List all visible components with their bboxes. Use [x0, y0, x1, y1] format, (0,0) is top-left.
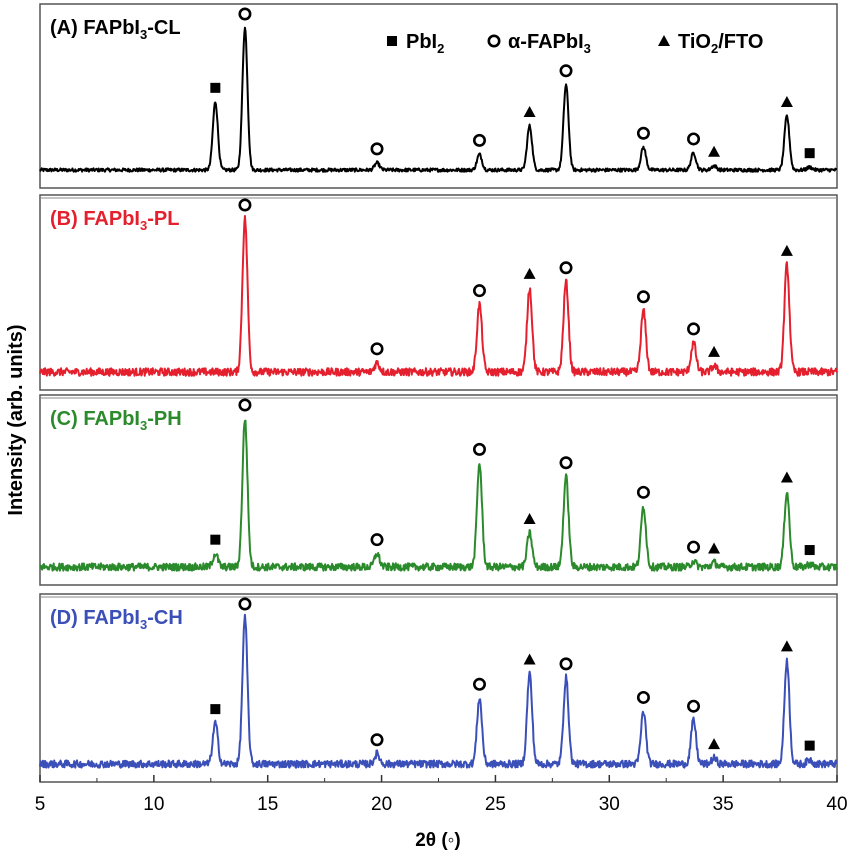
circle-peak-marker [238, 398, 252, 412]
x-tick-label: 35 [713, 794, 734, 815]
circle-peak-marker [636, 690, 650, 704]
panels-layer: (A) FAPbI3-CL (B) FAPbI3-PL (C) FAPbI3-PH (… [39, 3, 838, 783]
circle-peak-marker [687, 540, 701, 554]
square-peak-marker [804, 545, 815, 556]
circle-peak-marker [370, 733, 384, 747]
legend: PbI2 α-FAPbI3 TiO2/FTO [387, 31, 763, 56]
panel-label: (A) FAPbI3-CL [50, 17, 181, 42]
circle-peak-marker [472, 133, 486, 147]
panel-c: (C) FAPbI3-PH [39, 394, 838, 586]
triangle-peak-marker [708, 738, 721, 750]
x-tick-label: 15 [257, 794, 278, 815]
x-tick-label: 10 [143, 794, 164, 815]
triangle-peak-marker [708, 145, 721, 157]
circle-peak-marker [559, 456, 573, 470]
x-tick-label: 20 [371, 794, 392, 815]
panel-frame [39, 194, 838, 391]
x-axis-label: 2θ (◦) [415, 830, 461, 851]
square-peak-marker [210, 82, 221, 93]
panel-a: (A) FAPbI3-CL [39, 3, 838, 189]
xrd-series-line [39, 26, 838, 173]
legend-label: PbI2 [406, 31, 444, 56]
triangle-peak-marker [780, 640, 793, 652]
triangle-peak-marker [523, 105, 536, 117]
triangle-peak-marker [523, 267, 536, 279]
panel-d: (D) FAPbI3-CH [39, 593, 838, 783]
legend-entry: PbI2 [387, 31, 444, 56]
panel-label: (D) FAPbI3-CH [50, 607, 183, 632]
triangle-peak-marker [780, 244, 793, 256]
legend-entry: TiO2/FTO [658, 31, 763, 56]
circle-peak-marker [238, 198, 252, 212]
triangle-peak-marker [780, 96, 793, 108]
circle-peak-marker [370, 342, 384, 356]
x-tick-label: 25 [485, 794, 506, 815]
circle-peak-marker [636, 485, 650, 499]
triangle-peak-marker [523, 653, 536, 665]
circle-peak-marker [559, 64, 573, 78]
x-tick-label: 30 [599, 794, 620, 815]
panel-frame [39, 394, 838, 586]
panel-label: (B) FAPbI3-PL [50, 208, 179, 233]
panel-frame [39, 3, 838, 189]
circle-peak-marker [472, 284, 486, 298]
square-peak-marker [804, 148, 815, 159]
circle-peak-marker [687, 132, 701, 146]
circle-peak-marker [559, 261, 573, 275]
triangle-peak-marker [708, 542, 721, 554]
square-peak-marker [210, 534, 221, 545]
square-peak-marker [210, 704, 221, 715]
circle-peak-marker [370, 533, 384, 547]
circle-peak-marker [370, 142, 384, 156]
x-tick-label: 40 [826, 794, 847, 815]
circle-peak-marker [238, 597, 252, 611]
circle-peak-marker [687, 322, 701, 336]
xrd-series-line [39, 613, 838, 769]
square-peak-marker [804, 740, 815, 751]
legend-label: TiO2/FTO [678, 31, 763, 56]
x-axis: 5 10 15 20 25 30 35 40 [35, 775, 848, 815]
panel-b: (B) FAPbI3-PL [39, 194, 838, 391]
circle-peak-marker [687, 699, 701, 713]
triangle-peak-marker [708, 345, 721, 357]
triangle-peak-marker [780, 471, 793, 483]
triangle-peak-marker [523, 512, 536, 524]
x-tick-label: 5 [35, 794, 46, 815]
triangle-legend-icon [658, 35, 670, 46]
circle-peak-marker [472, 677, 486, 691]
legend-label: α-FAPbI3 [508, 31, 591, 56]
xrd-series-line [39, 215, 838, 377]
square-legend-icon [387, 36, 397, 46]
xrd-series-line [39, 419, 838, 572]
circle-peak-marker [472, 442, 486, 456]
legend-entry: α-FAPbI3 [487, 31, 591, 56]
circle-peak-marker [559, 657, 573, 671]
circle-legend-icon [487, 34, 501, 48]
y-axis-label: Intensity (arb. units) [5, 324, 27, 515]
circle-peak-marker [238, 7, 252, 21]
circle-peak-marker [636, 126, 650, 140]
circle-peak-marker [636, 290, 650, 304]
panel-label: (C) FAPbI3-PH [50, 408, 182, 433]
